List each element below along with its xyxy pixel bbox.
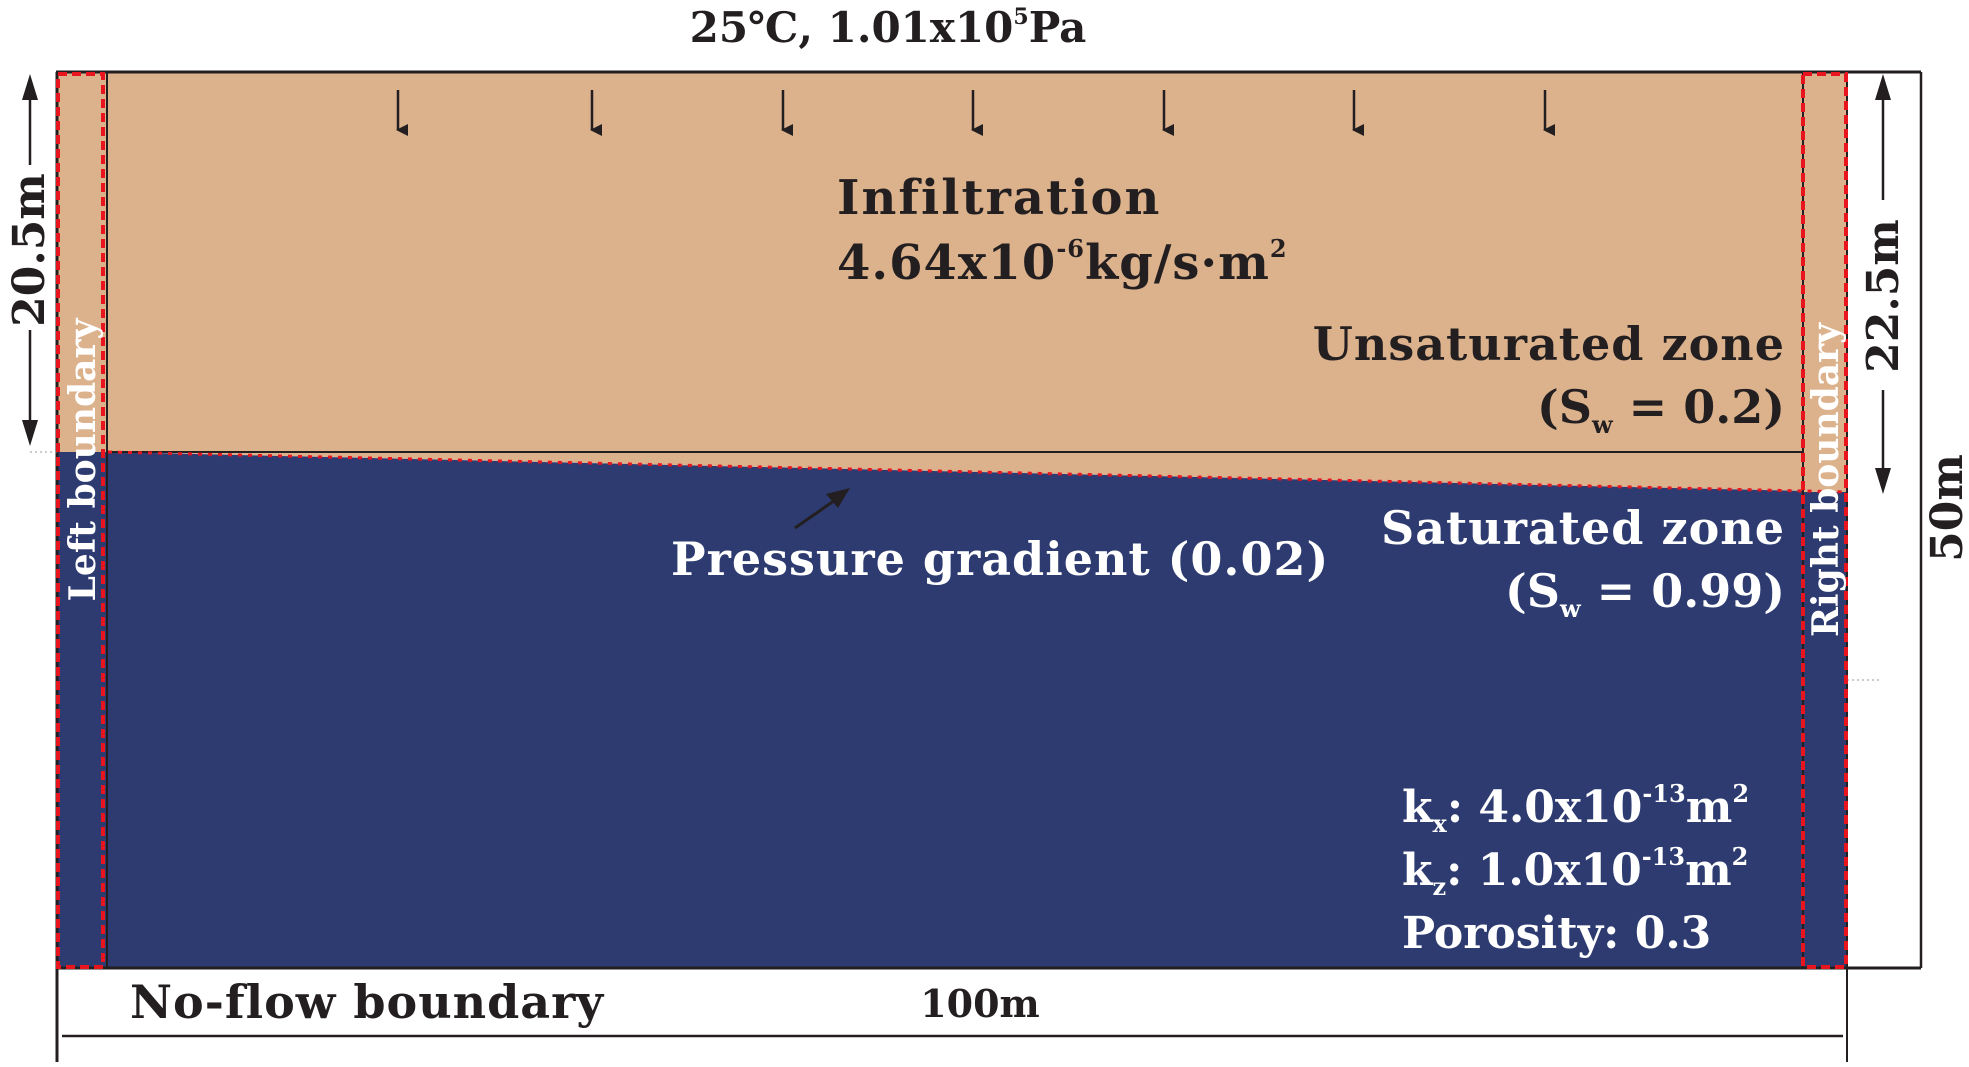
right-dimension-arrow-up [1875, 74, 1891, 100]
right-boundary-box [1801, 72, 1848, 969]
saturated-zone-label: Saturated zone [1381, 501, 1785, 555]
left-height-label: 20.5m [4, 173, 55, 327]
right-dimension-arrow-down [1875, 468, 1891, 494]
left-boundary-box [56, 72, 105, 969]
bottom-boundary-label: No-flow boundary [130, 975, 604, 1029]
pressure-gradient-arrowhead [826, 488, 850, 508]
pressure-gradient-arrow [794, 496, 839, 530]
left-dimension-arrow-down [22, 420, 38, 446]
unsaturated-zone [58, 72, 1847, 492]
right-height-label: 22.5m [1858, 219, 1909, 373]
left-boundary-label: Left boundary [62, 318, 104, 602]
kz-property: kz: 1.0x10-13m2 [1402, 842, 1748, 901]
porosity-property: Porosity: 0.3 [1402, 908, 1711, 959]
infiltration-title: Infiltration [837, 170, 1161, 226]
left-dimension-arrow-up [22, 74, 38, 100]
width-label: 100m [920, 981, 1040, 1026]
right-boundary-unsaturated [1803, 72, 1847, 492]
saturated-zone-sw: (Sw = 0.99) [1505, 564, 1785, 623]
unsaturated-zone-sw: (Sw = 0.2) [1537, 380, 1785, 439]
kx-property: kx: 4.0x10-13m2 [1402, 779, 1749, 838]
unsaturated-zone-label: Unsaturated zone [1313, 317, 1785, 371]
top-condition-label: 25℃, 1.01x105Pa [690, 3, 1087, 52]
total-height-label: 50m [1922, 454, 1969, 562]
infiltration-value: 4.64x10-6kg/s·m2 [837, 234, 1288, 291]
pressure-gradient-label: Pressure gradient (0.02) [671, 532, 1329, 586]
saturated-zone [58, 452, 1847, 968]
right-boundary-label: Right boundary [1805, 322, 1847, 637]
infiltration-arrows [396, 90, 1555, 136]
right-boundary-saturated [1803, 492, 1847, 968]
